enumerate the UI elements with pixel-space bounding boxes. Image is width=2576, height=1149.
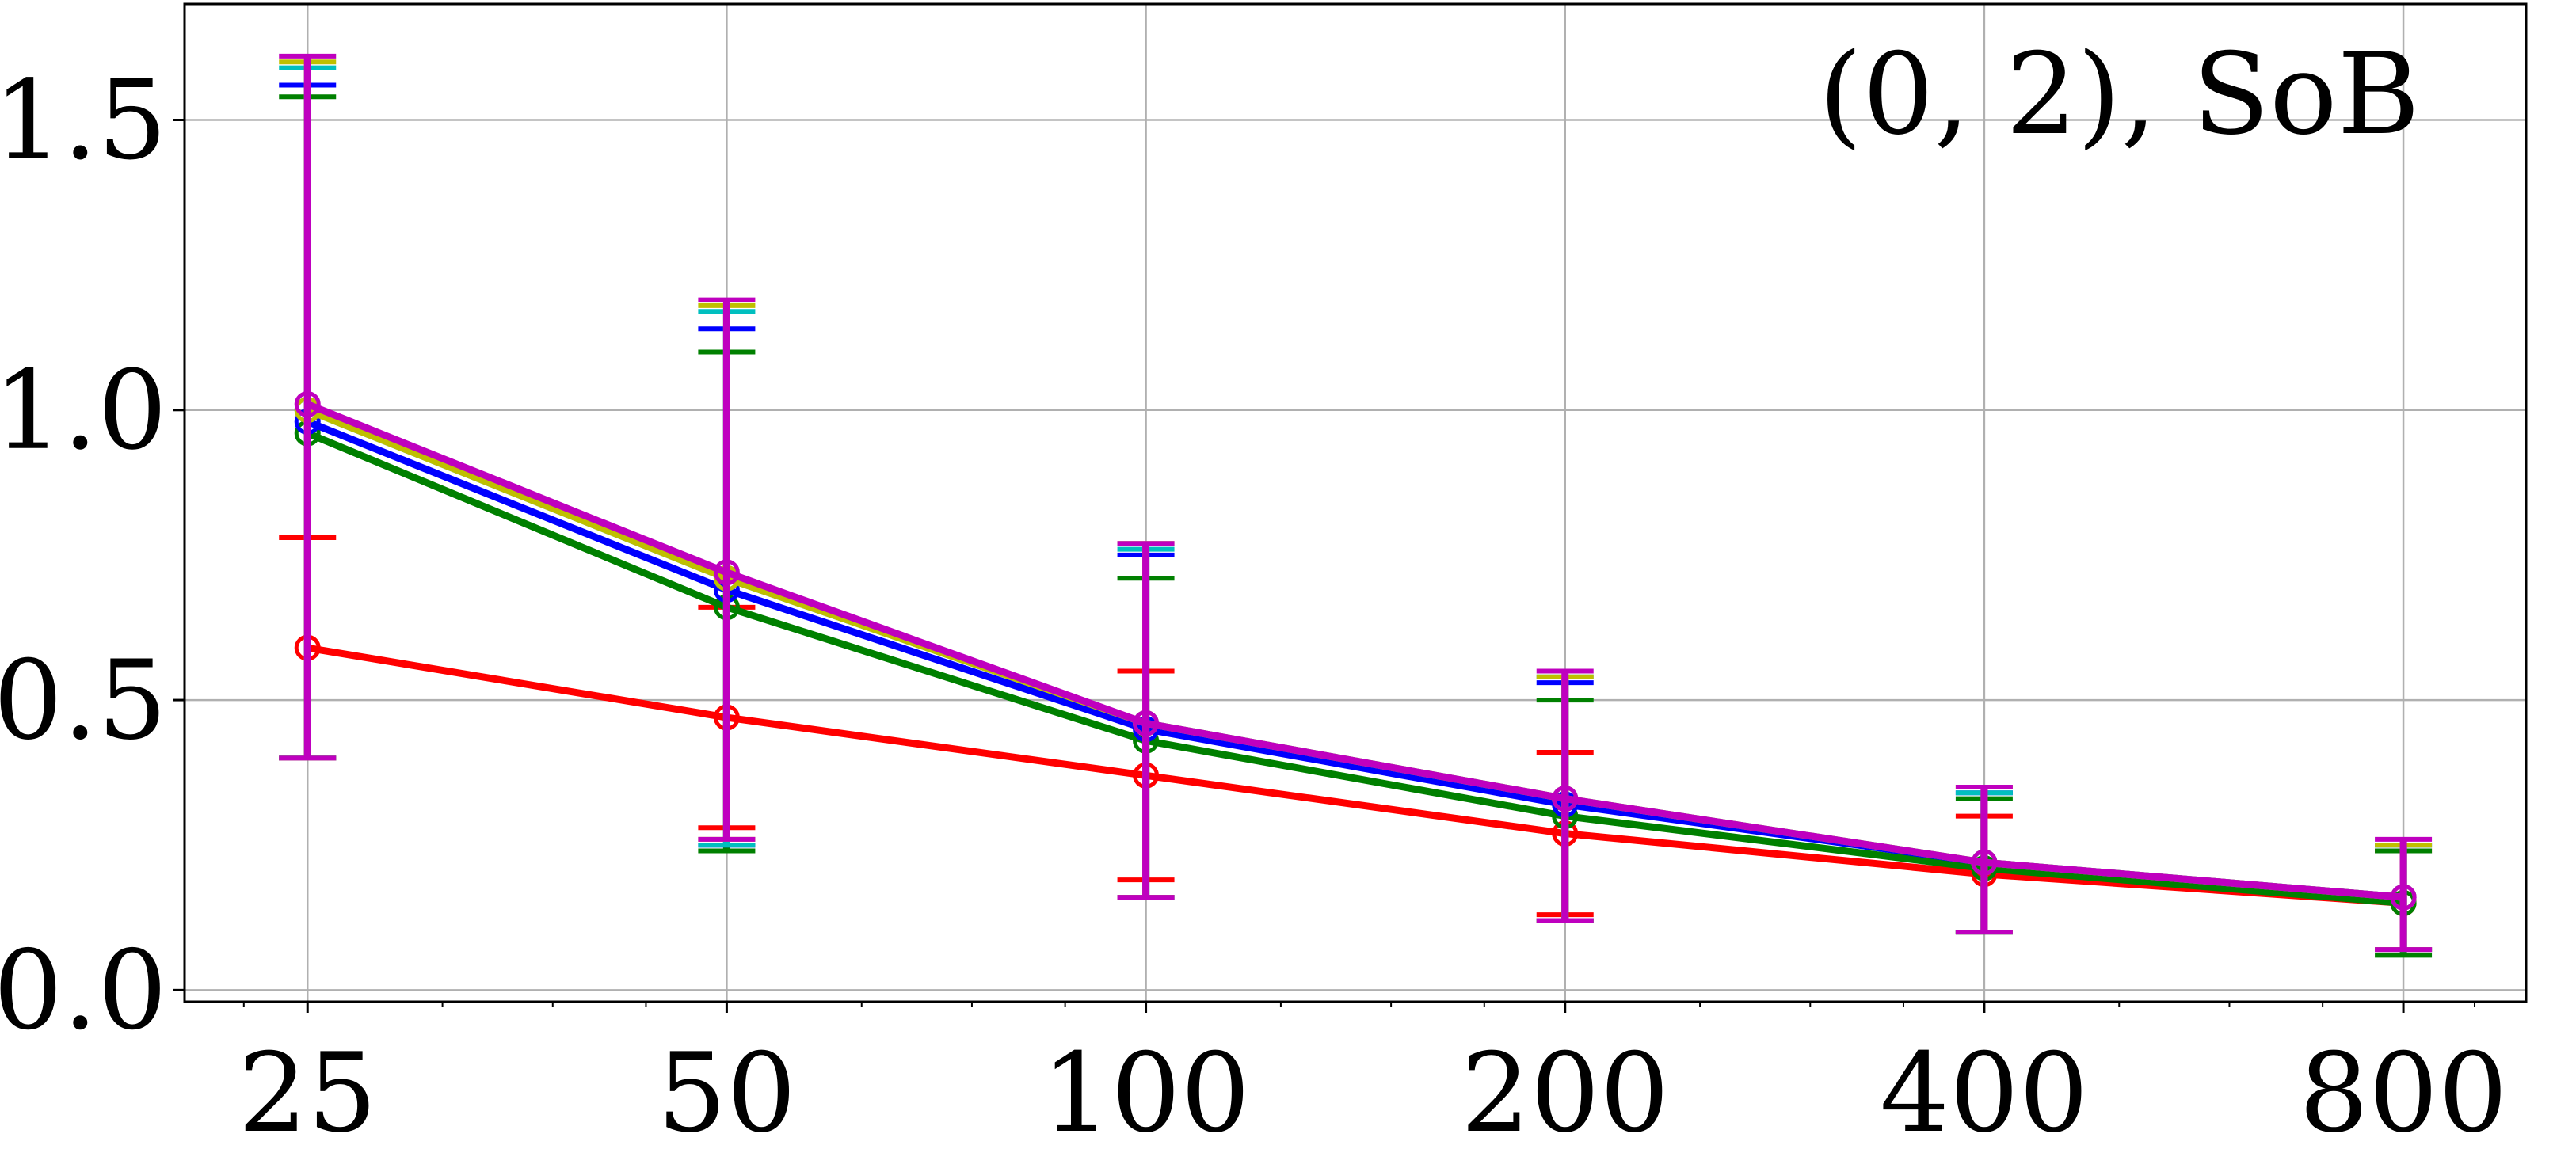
data-point — [294, 390, 321, 417]
chart-annotation: (0, 2), SoB — [1819, 29, 2420, 160]
series-5 — [279, 53, 2433, 953]
x-tick-label: 400 — [1880, 1029, 2088, 1149]
x-tick-label: 25 — [238, 1029, 377, 1149]
axes-frame — [183, 2, 2528, 1003]
data-point — [1133, 710, 1160, 736]
x-tick-label: 200 — [1461, 1029, 1669, 1149]
data-point — [1971, 849, 1998, 876]
y-tick-label: 1.5 — [0, 57, 167, 185]
plot-area — [279, 53, 2433, 958]
y-tick-label: 0.5 — [0, 637, 167, 764]
grid — [185, 4, 2526, 1002]
y-tick-label: 0.0 — [0, 926, 167, 1054]
series-line — [306, 429, 2404, 907]
x-tick-label: 100 — [1042, 1029, 1250, 1149]
series-line — [306, 401, 2404, 901]
data-point — [713, 559, 740, 586]
ticks: 25 50 100 200 400 800 0.0 0.5 1.0 1.5 — [0, 57, 2508, 1149]
series-line — [307, 644, 2404, 907]
data-point — [1552, 786, 1579, 812]
data-point — [2390, 884, 2417, 911]
x-tick-label: 800 — [2299, 1029, 2507, 1149]
x-tick-label: 50 — [657, 1029, 797, 1149]
y-tick-label: 1.0 — [0, 347, 167, 474]
